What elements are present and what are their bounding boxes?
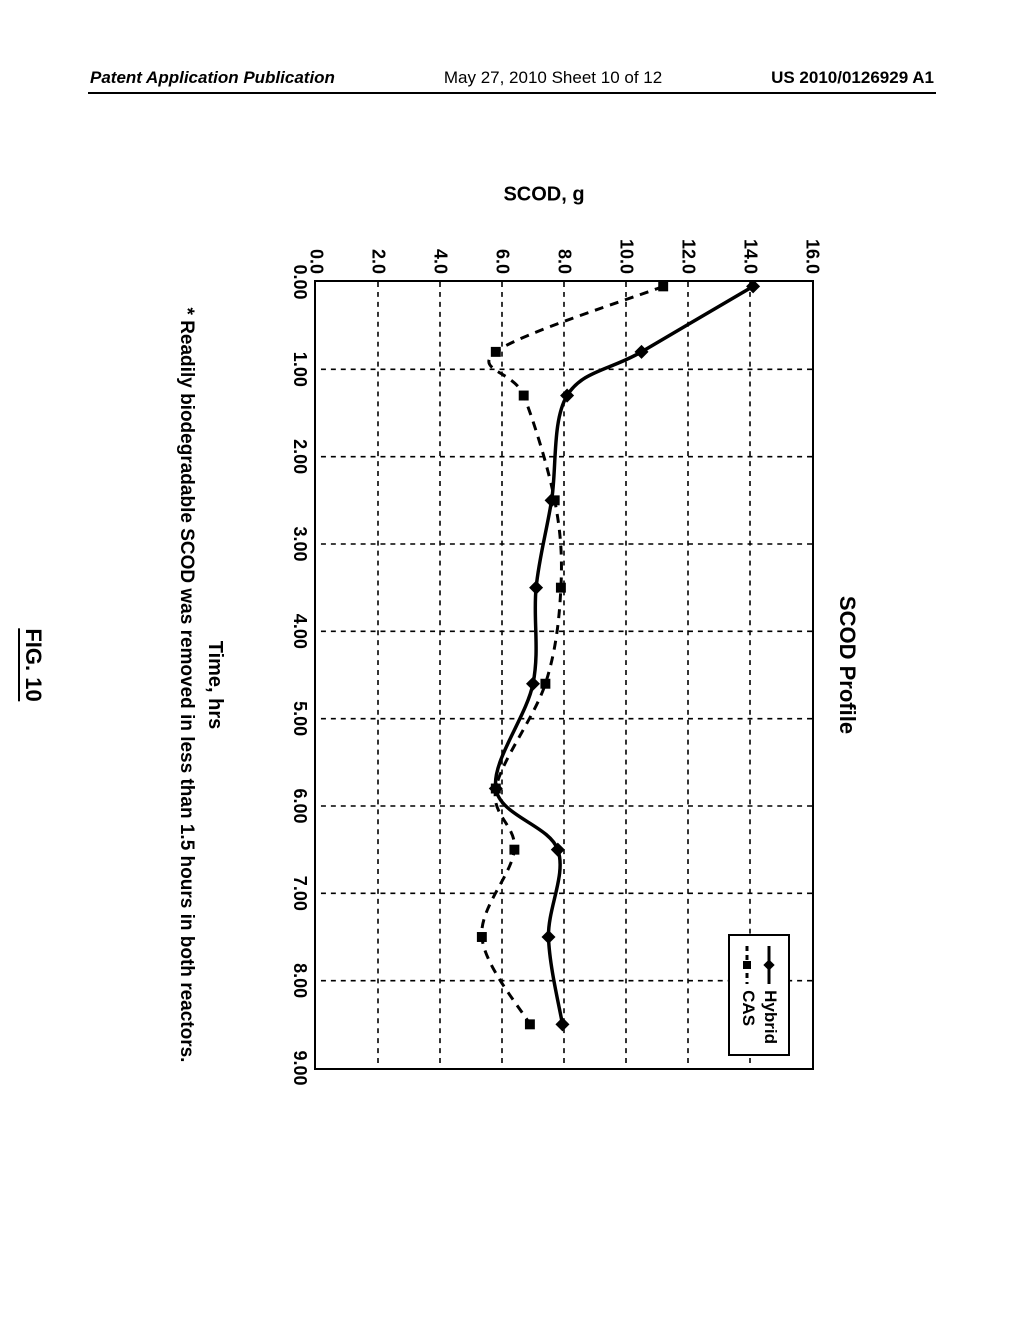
legend-line-icon	[740, 946, 754, 984]
marker-hybrid	[529, 581, 543, 595]
marker-cas	[477, 932, 487, 942]
header-rule	[88, 92, 936, 94]
figure-rotated: SCOD Profile SCOD, g	[150, 200, 860, 1130]
marker-cas	[491, 347, 501, 357]
marker-cas	[550, 495, 560, 505]
xtick-label: 8.00	[289, 963, 310, 998]
ytick-label: 14.0	[740, 239, 761, 274]
marker-cas	[519, 391, 529, 401]
figure-label: FIG. 10	[18, 628, 46, 701]
legend-line-icon	[762, 946, 776, 984]
xtick-label: 7.00	[289, 876, 310, 911]
legend-row-cas: CAS	[738, 946, 758, 1044]
x-axis-label: Time, hrs	[203, 641, 226, 730]
marker-hybrid	[551, 843, 565, 857]
legend-label-hybrid: Hybrid	[760, 990, 780, 1044]
y-axis-label: SCOD, g	[503, 184, 584, 207]
legend-row-hybrid: Hybrid	[760, 946, 780, 1044]
marker-cas	[540, 679, 550, 689]
chart-footnote: * Readily biodegradable SCOD was removed…	[175, 308, 197, 1063]
legend-label-cas: CAS	[738, 990, 758, 1026]
chart-title: SCOD Profile	[834, 596, 860, 734]
xtick-label: 3.00	[289, 526, 310, 561]
xtick-label: 6.00	[289, 788, 310, 823]
marker-cas	[556, 583, 566, 593]
plot-area: Hybrid CAS	[314, 280, 814, 1070]
xtick-label: 9.00	[289, 1050, 310, 1085]
xtick-label: 1.00	[289, 352, 310, 387]
header-center: May 27, 2010 Sheet 10 of 12	[444, 68, 662, 88]
legend-swatch-hybrid	[763, 946, 777, 984]
ytick-label: 12.0	[678, 239, 699, 274]
chart: SCOD Profile SCOD, g	[150, 200, 860, 1130]
marker-cas	[509, 845, 519, 855]
ytick-label: 8.0	[554, 249, 575, 274]
marker-hybrid	[555, 1017, 569, 1031]
marker-hybrid	[634, 345, 648, 359]
ytick-label: 16.0	[802, 239, 823, 274]
header-left: Patent Application Publication	[90, 68, 335, 88]
header-right: US 2010/0126929 A1	[771, 68, 934, 88]
xtick-label: 2.00	[289, 439, 310, 474]
figure-wrap: SCOD Profile SCOD, g	[150, 200, 860, 1130]
xtick-label: 4.00	[289, 614, 310, 649]
marker-cas	[491, 784, 501, 794]
xtick-label: 5.00	[289, 701, 310, 736]
ytick-label: 4.0	[430, 249, 451, 274]
legend-swatch-cas	[741, 946, 755, 984]
ytick-label: 10.0	[616, 239, 637, 274]
legend: Hybrid CAS	[728, 934, 790, 1056]
marker-cas	[658, 282, 668, 291]
series-hybrid	[495, 286, 753, 1024]
ytick-label: 6.0	[492, 249, 513, 274]
ytick-label: 2.0	[368, 249, 389, 274]
marker-hybrid	[541, 930, 555, 944]
xtick-label: 0.00	[289, 264, 310, 299]
figure-label-wrap: FIG. 10	[20, 628, 46, 701]
page-header: Patent Application Publication May 27, 2…	[0, 68, 1024, 88]
marker-hybrid	[746, 282, 760, 293]
marker-cas	[525, 1019, 535, 1029]
chart-body: SCOD, g Hybrid	[264, 225, 824, 1105]
marker-hybrid	[526, 677, 540, 691]
